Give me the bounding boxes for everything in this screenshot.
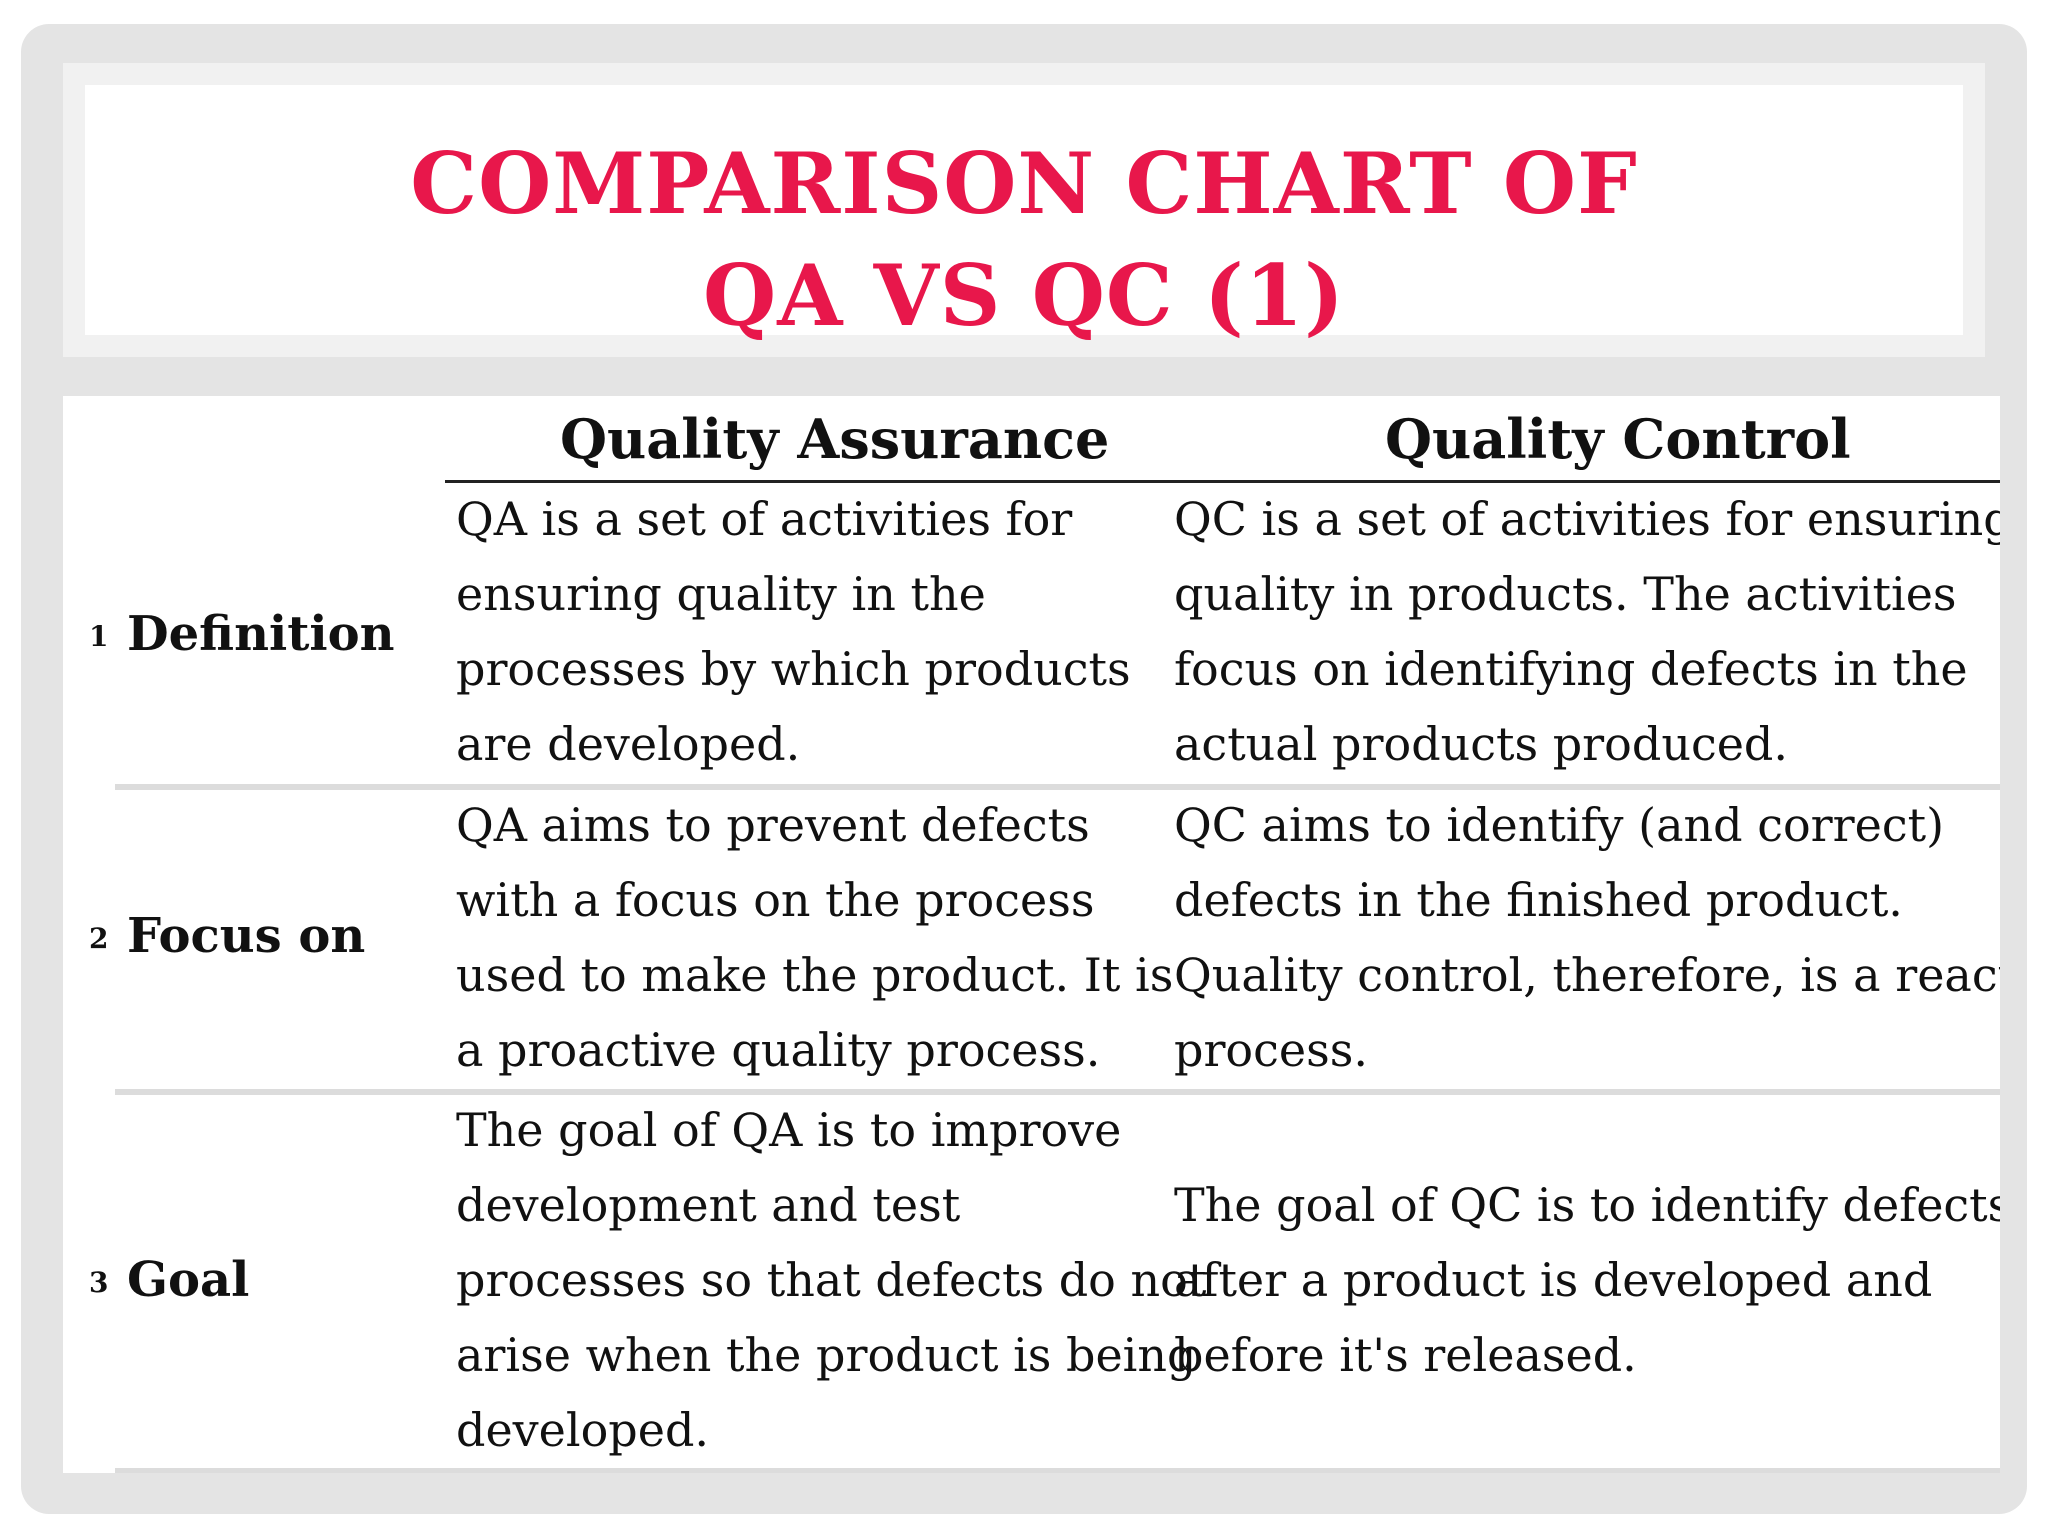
row-label-goal: 3 Goal [89, 1250, 249, 1313]
slide-title: COMPARISON CHART OF QA VS QC (1) [85, 128, 1963, 352]
row-number: 1 [89, 620, 109, 653]
cell-goal-qa: The goal of QA is to improve development… [456, 1103, 1207, 1457]
row-divider [115, 784, 2000, 790]
row-number: 2 [89, 922, 109, 955]
header-quality-control: Quality Control [1385, 407, 1851, 471]
header-rule [445, 480, 2000, 483]
comparison-table: Quality Assurance Quality Control 1 Defin… [63, 396, 2000, 1473]
title-box: COMPARISON CHART OF QA VS QC (1) [63, 63, 1985, 357]
cell-goal-qc: The goal of QC is to identify defects af… [1174, 1178, 2000, 1382]
cell-definition-qc: QC is a set of activities for ensuring q… [1174, 492, 2000, 771]
title-line-2: QA VS QC (1) [703, 246, 1345, 345]
cell-definition-qa: QA is a set of activities for ensuring q… [456, 492, 1131, 771]
row-number: 3 [89, 1266, 109, 1299]
row-divider [115, 1089, 2000, 1095]
row-divider [115, 1468, 2000, 1473]
header-quality-assurance: Quality Assurance [560, 407, 1110, 471]
row-label-text: Focus on [127, 908, 366, 964]
title-inner: COMPARISON CHART OF QA VS QC (1) [85, 85, 1963, 345]
row-label-text: Goal [127, 1252, 250, 1308]
row-label-text: Definition [127, 606, 395, 662]
row-label-definition: 1 Definition [89, 604, 395, 667]
cell-focus-on-qa: QA aims to prevent defects with a focus … [456, 798, 1174, 1077]
cell-focus-on-qc: QC aims to identify (and correct) defect… [1174, 798, 2000, 1077]
row-label-focus-on: 2 Focus on [89, 906, 365, 969]
title-line-1: COMPARISON CHART OF [410, 134, 1638, 233]
